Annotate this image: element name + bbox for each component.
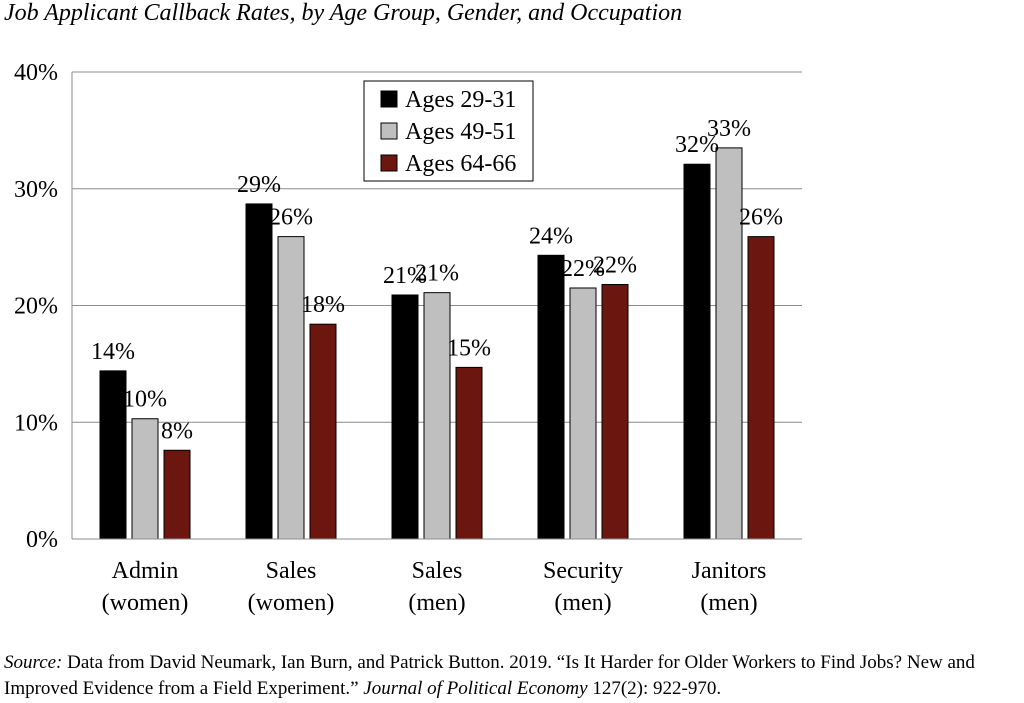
x-category-label: Admin	[112, 558, 179, 584]
legend-swatch	[380, 122, 398, 140]
x-category-label: (women)	[102, 590, 189, 616]
bar	[601, 283, 629, 540]
bar	[747, 236, 775, 540]
data-label: 24%	[529, 223, 573, 249]
data-label: 32%	[675, 132, 719, 158]
source-citation: 127(2): 922-970.	[587, 678, 722, 699]
x-category-label: (men)	[700, 590, 757, 616]
bar	[683, 163, 711, 540]
chart-title: Job Applicant Callback Rates, by Age Gro…	[4, 0, 683, 26]
legend: Ages 29-31 Ages 49-51 Ages 64-66	[363, 80, 534, 182]
legend-label: Ages 29-31	[405, 87, 516, 113]
bar-chart: 14% 10% 8% 29% 26% 18% 21%21% 15% 24% 22%22% 32%33…	[14, 60, 802, 616]
x-category-label: Security	[543, 558, 623, 584]
bar	[569, 287, 597, 540]
y-tick-label: 10%	[14, 410, 58, 436]
data-label: 21%	[415, 261, 459, 287]
data-label: 22%	[561, 256, 605, 282]
x-category-label: Sales	[266, 558, 317, 584]
bar	[309, 323, 337, 540]
x-category-label: Sales	[412, 558, 463, 584]
y-tick-label: 0%	[26, 527, 58, 553]
bar	[537, 254, 565, 540]
bar	[245, 203, 273, 540]
bar	[715, 147, 743, 540]
y-tick-label: 30%	[14, 177, 58, 203]
data-label: 33%	[707, 116, 751, 142]
y-tick-label: 40%	[14, 60, 58, 86]
x-category-label: (men)	[408, 590, 465, 616]
data-label: 21%	[383, 263, 427, 289]
bar	[391, 294, 419, 540]
bar	[423, 292, 451, 540]
axes: 0% 10% 20% 30% 40% Admin (women) Sales (women) Sa…	[14, 60, 802, 616]
legend-swatch	[380, 154, 398, 172]
bar	[455, 366, 483, 540]
data-label: 29%	[237, 172, 281, 198]
source-note: Source: Data from David Neumark, Ian Bur…	[4, 650, 1019, 702]
bar	[163, 449, 191, 540]
data-label: 10%	[123, 387, 167, 413]
bar	[131, 418, 159, 540]
bars	[99, 147, 775, 540]
source-text: Data from David Neumark, Ian Burn, and P…	[4, 652, 975, 699]
source-lead: Source:	[4, 652, 63, 673]
source-journal: Journal of Political Economy	[363, 678, 588, 699]
legend-label: Ages 64-66	[405, 151, 516, 177]
legend-label: Ages 49-51	[405, 119, 516, 145]
y-tick-label: 20%	[14, 294, 58, 320]
data-label: 14%	[91, 339, 135, 365]
x-category-label: (women)	[248, 590, 335, 616]
data-label: 8%	[161, 418, 193, 444]
data-label: 18%	[301, 292, 345, 318]
data-labels: 14% 10% 8% 29% 26% 18% 21%21% 15% 24% 22%22% 32%33…	[91, 116, 783, 444]
data-label: 26%	[739, 205, 783, 231]
legend-swatch	[380, 90, 398, 108]
data-label: 22%	[593, 252, 637, 278]
x-category-label: Janitors	[692, 558, 767, 584]
data-label: 15%	[447, 335, 491, 361]
bar	[277, 236, 305, 540]
data-label: 26%	[269, 205, 313, 231]
x-category-label: (men)	[554, 590, 611, 616]
